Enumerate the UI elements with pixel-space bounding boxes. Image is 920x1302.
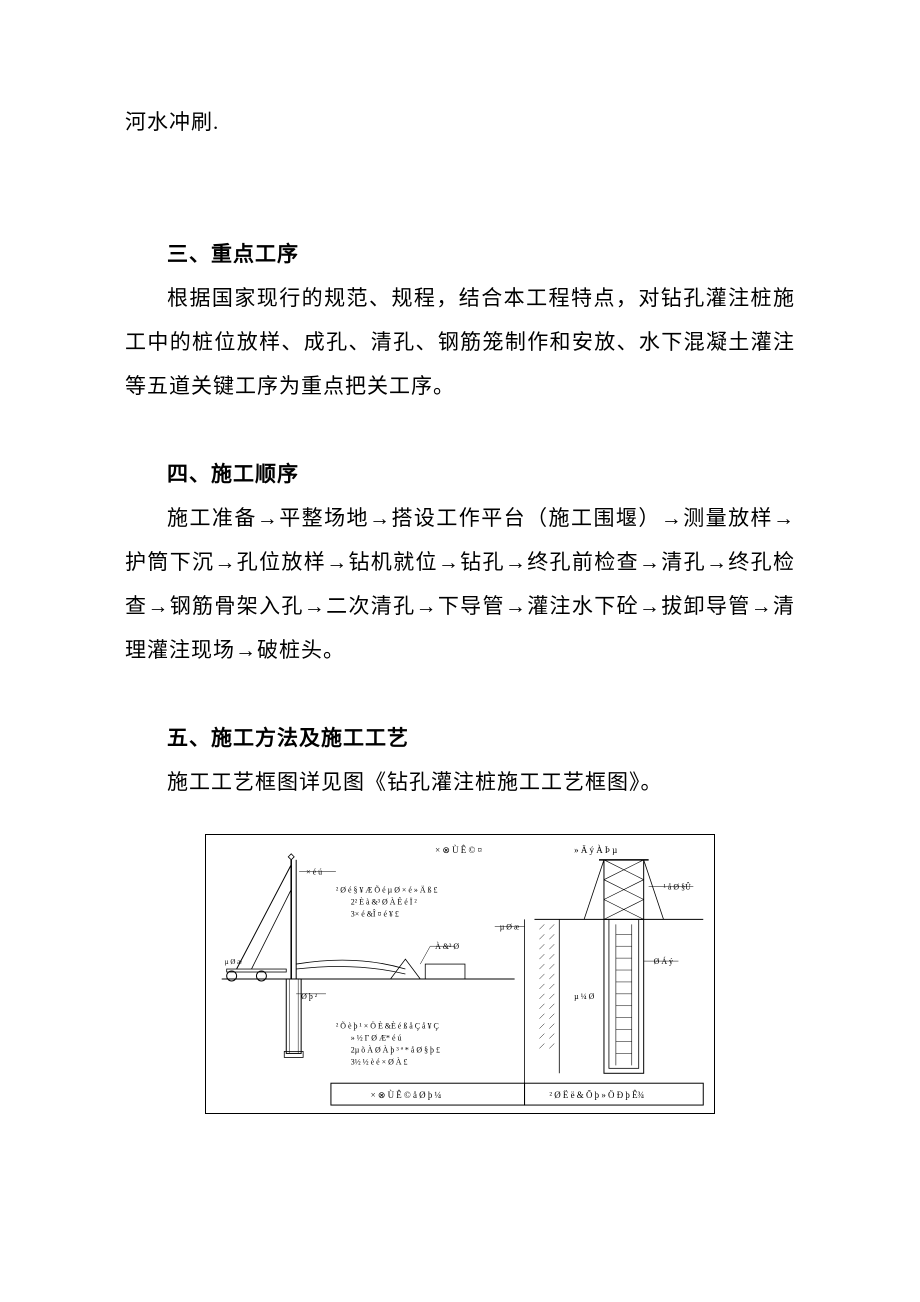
cable-2 [296,966,405,974]
bottom-box-left-text: × ⊗ Ù Ê © å Ø þ ¼ [371,1090,442,1100]
left-small-label: µ Ø æ [225,958,242,966]
spacer [125,672,795,716]
diagram-container: × ⊗ Ù Ê © ¤ » Ä ý À Þ µ × é ú ² Ø é § ¥ … [125,834,795,1114]
section-3-title: 三、重点工序 [125,232,795,276]
label-top-center: × ⊗ Ù Ê © ¤ [435,845,482,855]
mid-text-3: 3× é &Î ¤ é ¥ £ [351,908,399,918]
label-top-right: » Ä ý À Þ µ [574,845,617,855]
fragment-text: 河水冲刷. [125,100,795,144]
rebar-rungs [616,934,632,1053]
spacer [125,188,795,232]
bottom-text-4: 3½ ½ è é × Ø À £ [351,1056,408,1066]
mid-text-2: 2² È à &³ Ø À Ê é Ï ² [351,897,418,907]
spacer [125,144,795,188]
derrick-diag-2 [644,860,664,920]
bottom-text-3: 2µ õ À Ø À þ ³ ª * å Ø § þ £ [351,1044,440,1054]
drill-shaft [286,979,301,1053]
label-leader-a [420,946,430,964]
label-left: × é ú [306,868,322,877]
borehole [604,919,644,1073]
section-5-body: 施工工艺框图详见图《钻孔灌注桩施工工艺框图》。 [125,760,795,804]
mid-label-1: µ Ø æ [500,922,520,931]
section-3-body: 根据国家现行的规范、规程，结合本工程特点，对钻孔灌注桩施工中的桩位放样、成孔、清… [125,276,795,408]
bottom-text-2: » ½ Γ Ø Æ* é ú [351,1034,402,1043]
bottom-label: Ø þ ² [301,992,318,1001]
drill-bit [284,1051,303,1057]
section-4-body: 施工准备→平整场地→搭设工作平台（施工围堰）→测量放样→护筒下沉→孔位放样→钻机… [125,496,795,672]
section-4-title: 四、施工顺序 [125,452,795,496]
mid-text-1: ² Ø é § ¥ Æ Õ é µ Ø × é » Ä ß £ [336,885,438,895]
base-platform [227,969,287,972]
diagram-frame: × ⊗ Ù Ê © ¤ » Ä ý À Þ µ × é ú ² Ø é § ¥ … [205,834,715,1114]
winch-box [425,964,465,979]
section-5-title: 五、施工方法及施工工艺 [125,716,795,760]
bottom-box-right-text: ² Ø Ë ë & Õ þ » Ö Ð þ Ê¾ [549,1090,644,1100]
crane-support-1 [237,865,292,969]
bottom-text-1: ² Õ è þ ¹ × Ö È &È é ß å Ç å ¥ Ç [336,1021,439,1031]
spacer [125,408,795,452]
derrick-diag-1 [584,860,604,920]
construction-diagram: × ⊗ Ù Ê © ¤ » Ä ý À Þ µ × é ú ² Ø é § ¥ … [206,835,714,1113]
pipe-label: µ ¼ Ø [574,992,594,1001]
crane-top [288,854,294,860]
soil-hatching [539,924,554,1048]
